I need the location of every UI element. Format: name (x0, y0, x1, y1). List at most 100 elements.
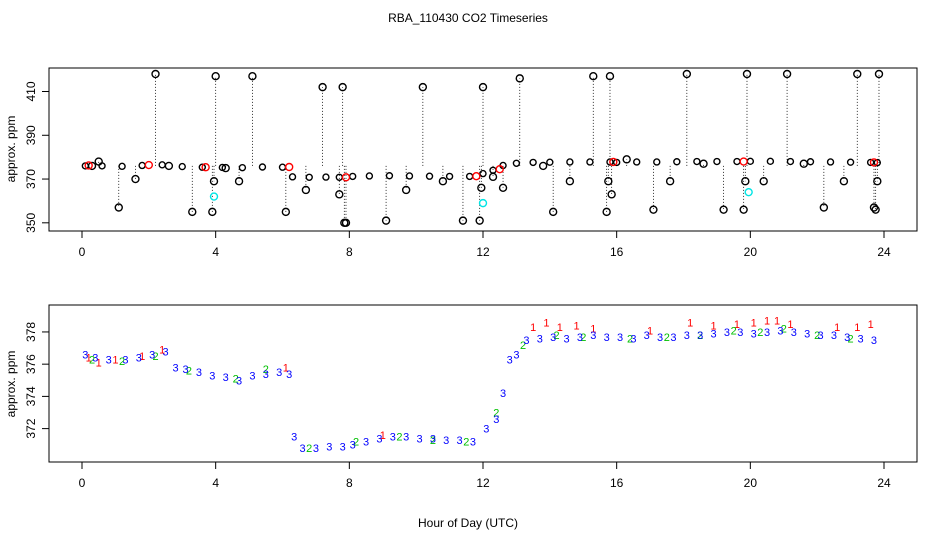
data-point (208, 207, 217, 217)
data-point: 3 (604, 332, 610, 344)
data-point (201, 163, 210, 172)
data-point (341, 173, 351, 182)
data-point: 3 (791, 327, 797, 339)
data-point: 3 (871, 335, 877, 347)
data-point (288, 173, 297, 181)
data-point (586, 158, 594, 166)
data-point: 3 (457, 435, 463, 447)
data-point (766, 157, 775, 166)
data-point (118, 162, 126, 171)
data-point: 3 (326, 441, 332, 453)
data-point (87, 161, 97, 171)
data-point (693, 157, 701, 166)
data-point: 1 (112, 354, 118, 366)
data-point: 2 (493, 408, 499, 420)
data-point: 2 (119, 356, 125, 368)
data-point (301, 185, 311, 195)
data-point (699, 159, 708, 168)
data-point: 1 (751, 317, 757, 329)
data-point (826, 158, 835, 166)
data-point: 3 (493, 414, 499, 426)
data-point (318, 82, 327, 92)
data-point: 1 (530, 322, 536, 334)
data-point (869, 203, 879, 212)
data-point: 2 (353, 437, 359, 449)
data-point: 3 (276, 367, 282, 379)
data-point (477, 183, 486, 192)
x-tick-label: 24 (877, 245, 891, 259)
data-point (438, 177, 448, 186)
data-point: 3 (697, 330, 703, 342)
data-point (418, 82, 428, 92)
data-point (719, 205, 728, 214)
data-point (405, 172, 414, 180)
x-tick-label: 16 (610, 476, 624, 490)
data-point (673, 158, 681, 166)
data-point (365, 172, 374, 180)
data-point (566, 158, 574, 166)
data-point: 2 (664, 332, 670, 344)
data-point (458, 216, 468, 225)
data-point (84, 161, 93, 170)
data-point: 3 (363, 437, 369, 449)
data-point: 3 (817, 330, 823, 342)
data-point: 3 (263, 369, 269, 381)
data-point (602, 207, 611, 217)
data-point (713, 157, 721, 166)
data-point: 1 (96, 358, 102, 370)
data-point (741, 177, 750, 186)
data-point (739, 205, 748, 214)
data-point (322, 173, 330, 181)
data-point (839, 177, 849, 186)
data-point (178, 162, 186, 171)
top-panel: 0 4 8 12 16 20 24 350 370 390 410 approx. ppm (4, 67, 918, 259)
data-point (742, 69, 752, 79)
y-tick-label: 410 (24, 81, 38, 101)
data-point: 3 (630, 333, 636, 345)
x-tick-label: 12 (476, 245, 490, 259)
data-point (138, 161, 146, 170)
data-point (744, 187, 753, 197)
data-point (248, 71, 257, 81)
data-point (238, 163, 247, 172)
data-point (131, 174, 140, 184)
data-point: 3 (209, 370, 215, 382)
data-point (665, 177, 675, 186)
data-point (871, 205, 880, 214)
data-point (305, 173, 313, 181)
data-point: 1 (557, 322, 563, 334)
data-point: 3 (617, 332, 623, 344)
data-point (338, 82, 347, 92)
x-tick-label: 8 (346, 245, 353, 259)
data-point: 1 (159, 345, 165, 357)
data-point (258, 163, 267, 171)
x-tick-label: 16 (610, 245, 624, 259)
data-point: 3 (684, 330, 690, 342)
data-point: 3 (550, 332, 556, 344)
data-point: 3 (470, 437, 476, 449)
data-point: 3 (149, 350, 155, 362)
data-point: 2 (731, 325, 737, 337)
data-point (873, 177, 882, 186)
data-point: 1 (647, 325, 653, 337)
data-point: 1 (86, 353, 92, 365)
x-tick-label: 0 (79, 476, 86, 490)
data-point: 2 (306, 443, 312, 455)
data-point (478, 82, 488, 92)
data-point: 1 (734, 319, 740, 331)
data-point: 3 (223, 372, 229, 384)
data-point: 2 (520, 340, 526, 352)
data-point: 1 (574, 321, 580, 333)
data-point (799, 159, 808, 168)
data-point: 3 (844, 332, 850, 344)
data-point: 2 (627, 333, 633, 345)
data-point: 3 (376, 433, 382, 445)
data-point: 1 (774, 316, 780, 328)
data-point (649, 205, 658, 214)
data-point: 3 (403, 432, 409, 444)
data-point (873, 158, 882, 167)
y-tick-label: 350 (24, 212, 38, 232)
bottom-ylabel: approx. ppm (4, 351, 18, 418)
